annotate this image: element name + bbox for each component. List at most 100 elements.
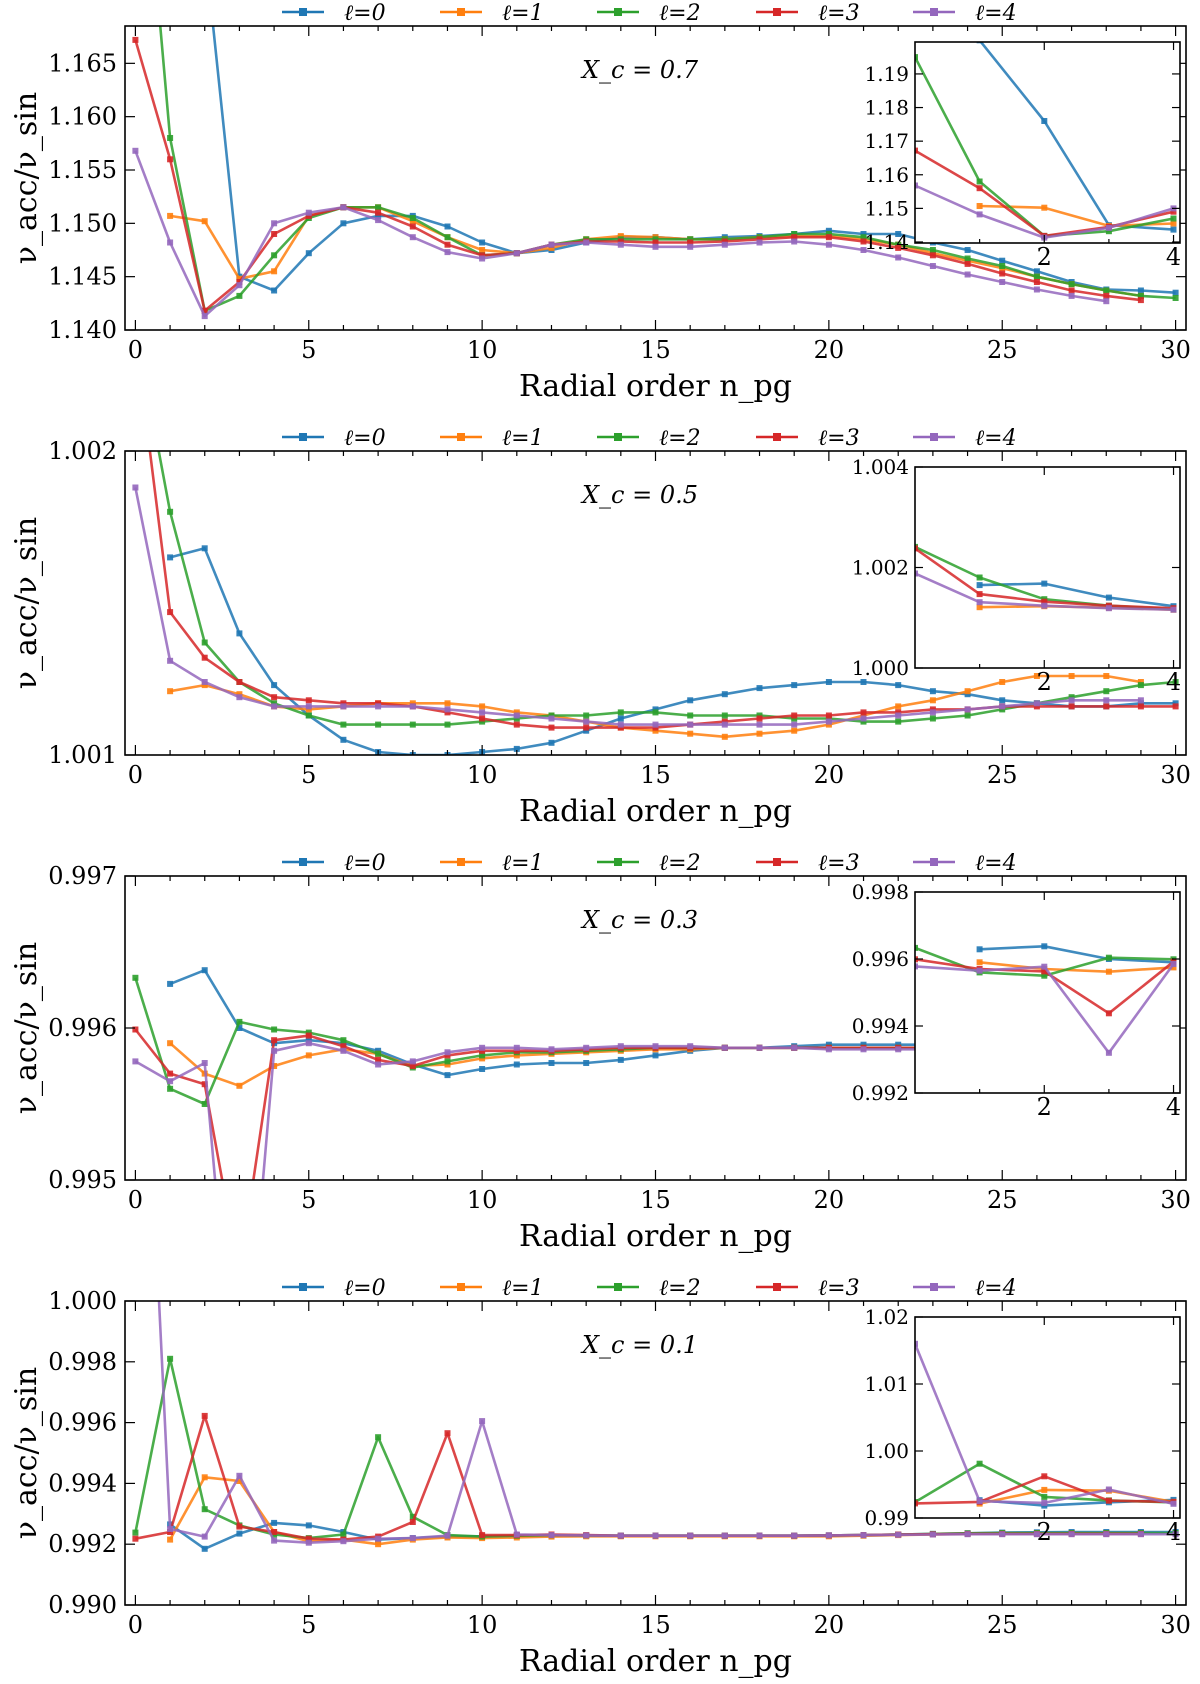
data-point (236, 1082, 243, 1089)
data-point (271, 1026, 278, 1033)
data-point (340, 220, 347, 227)
data-point (444, 1049, 451, 1056)
data-point (305, 1539, 312, 1546)
data-point (236, 292, 243, 299)
data-point (236, 694, 243, 701)
data-point (201, 1533, 208, 1540)
legend-marker-2 (614, 433, 622, 441)
data-point (132, 484, 139, 491)
data-point (236, 1530, 243, 1537)
data-point (687, 712, 694, 719)
data-point (444, 1532, 451, 1539)
data-point (1033, 700, 1040, 707)
legend-marker-3 (773, 433, 781, 441)
data-point (167, 508, 174, 515)
data-point (409, 234, 416, 241)
inset-data-point (1105, 1049, 1112, 1056)
legend-marker-1 (457, 8, 465, 16)
data-point (479, 715, 486, 722)
data-point (583, 724, 590, 731)
data-point (1103, 1531, 1110, 1538)
data-point (444, 234, 451, 241)
x-tick-label: 30 (1160, 1611, 1191, 1639)
data-point (860, 238, 867, 245)
data-point (271, 703, 278, 710)
data-point (305, 1522, 312, 1529)
data-point (167, 1070, 174, 1077)
legend-label-3: ℓ=3 (818, 426, 860, 451)
data-point (548, 241, 555, 248)
data-point (513, 250, 520, 257)
data-point (825, 227, 832, 234)
data-point (860, 709, 867, 716)
data-point (791, 238, 798, 245)
data-point (513, 721, 520, 728)
data-point (167, 156, 174, 163)
data-point (167, 135, 174, 141)
data-point (271, 252, 278, 259)
data-point (201, 1545, 208, 1552)
data-point (375, 217, 382, 224)
data-point (201, 1506, 208, 1513)
legend-label-1: ℓ=1 (502, 1, 544, 26)
data-point (791, 231, 798, 237)
inset-data-point (1041, 943, 1048, 950)
data-point (409, 215, 416, 221)
data-point (375, 1061, 382, 1068)
data-point (999, 703, 1006, 710)
data-point (687, 697, 694, 704)
data-point (444, 706, 451, 713)
x-tick-label: 5 (301, 336, 316, 364)
data-point (895, 709, 902, 716)
data-point (444, 1072, 451, 1079)
inset-data-point (976, 574, 983, 581)
data-point (271, 1047, 278, 1054)
data-point (929, 715, 936, 722)
data-point (895, 718, 902, 725)
inset-frame (914, 41, 1181, 244)
chart-panel-3: ℓ=0 ℓ=1 ℓ=2 ℓ=3 ℓ=40 5 10 15 20 25 300.9900.9920.9… (9, 1276, 1191, 1679)
data-point (236, 1523, 243, 1530)
inset-y-tick-label: 1.002 (852, 556, 909, 580)
data-point (652, 1043, 659, 1050)
data-point (964, 688, 971, 695)
data-point (513, 1052, 520, 1059)
x-tick-label: 5 (301, 761, 316, 789)
legend: ℓ=0 ℓ=1 ℓ=2 ℓ=3 ℓ=4 (282, 851, 1017, 876)
data-point (409, 218, 416, 225)
data-point (1033, 273, 1040, 280)
data-point (825, 679, 832, 685)
data-point (583, 239, 590, 246)
x-tick-label: 10 (467, 761, 498, 789)
data-point (791, 727, 798, 734)
inset-data-point (1105, 954, 1112, 961)
inset-y-tick-label: 0.994 (852, 1014, 909, 1038)
data-point (825, 231, 832, 237)
inset-data-point (1041, 204, 1048, 211)
data-point (375, 703, 382, 710)
data-point (1068, 292, 1075, 299)
x-tick-label: 15 (640, 1611, 671, 1639)
inset-data-point (915, 545, 918, 552)
data-point (1068, 697, 1075, 704)
data-point (617, 715, 624, 722)
legend-label-1: ℓ=1 (502, 851, 544, 876)
inset-data-point (1170, 215, 1177, 222)
data-point (929, 709, 936, 716)
inset-x-tick-label: 2 (1037, 668, 1052, 696)
inset-series-line-0 (979, 42, 1174, 231)
inset-y-tick-label: 0.996 (852, 947, 909, 971)
data-point (548, 1046, 555, 1053)
data-point (999, 270, 1006, 277)
data-point (513, 1061, 520, 1068)
data-point (271, 1037, 278, 1044)
data-point (964, 1531, 971, 1538)
y-tick-label: 1.165 (48, 49, 117, 77)
data-point (375, 1535, 382, 1542)
legend-label-1: ℓ=1 (502, 1276, 544, 1301)
data-point (479, 1532, 486, 1539)
data-point (340, 736, 347, 743)
data-point (825, 241, 832, 248)
chart-panel-1: ℓ=0 ℓ=1 ℓ=2 ℓ=3 ℓ=4 0 5 10 15 20 25 30 1.001 1.002 Rad… (9, 426, 1191, 829)
